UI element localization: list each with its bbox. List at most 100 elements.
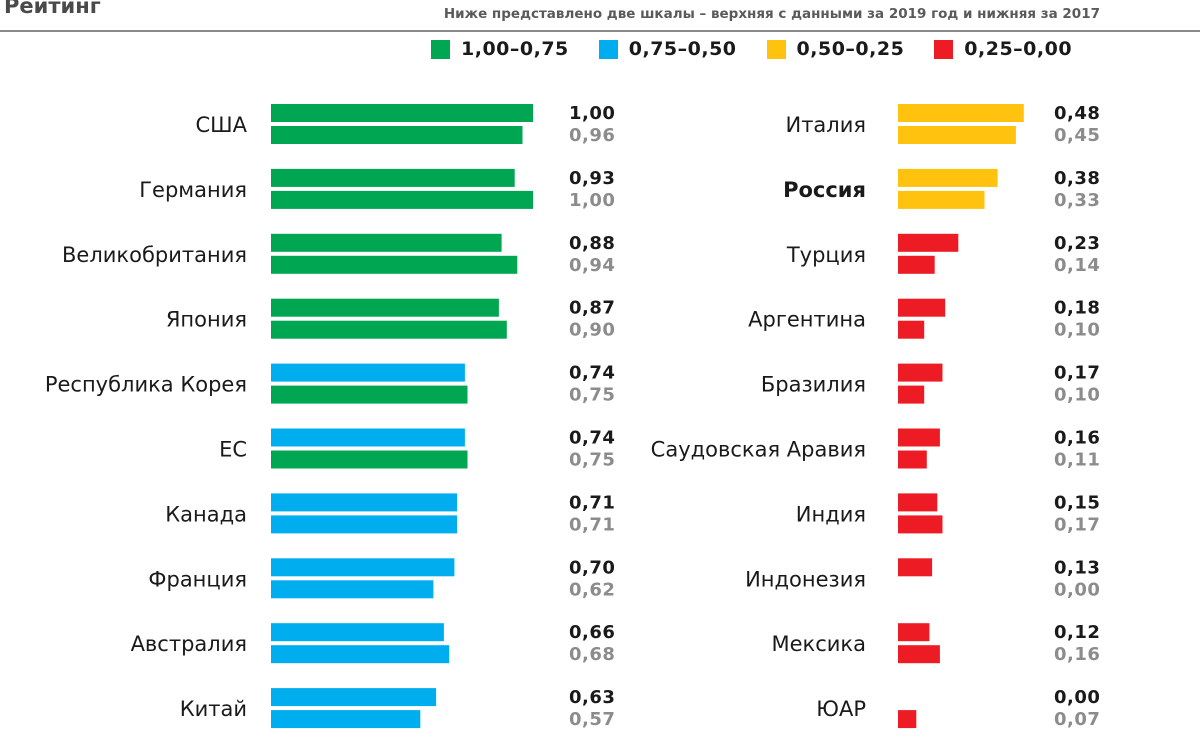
bar-2019 <box>898 168 998 187</box>
bar-2017 <box>898 450 927 469</box>
value-label-2017: 0,96 <box>569 125 615 146</box>
bar-2019 <box>271 428 465 447</box>
bar-2019 <box>898 558 933 577</box>
bar-2017 <box>898 190 985 209</box>
bar-2017 <box>898 320 925 339</box>
bar-2019 <box>271 104 533 122</box>
bar-2017 <box>271 255 518 274</box>
category-label: Япония <box>166 308 247 332</box>
value-label-2019: 0,15 <box>1054 492 1100 513</box>
legend-swatch <box>598 39 618 59</box>
legend-swatch <box>934 39 954 59</box>
bar-2017 <box>271 320 507 339</box>
value-label-2017: 0,57 <box>569 709 615 730</box>
bar-2017 <box>271 190 533 209</box>
bar-2019 <box>271 168 515 187</box>
value-label-2019: 0,13 <box>1054 557 1100 578</box>
bar-2017 <box>271 385 468 404</box>
bar-2017 <box>898 255 935 274</box>
bar-2017 <box>898 515 943 534</box>
bar-2017 <box>271 450 468 469</box>
category-label: Германия <box>139 178 247 202</box>
value-label-2019: 0,00 <box>1054 687 1100 708</box>
legend-item: 0,75–0,50 <box>598 38 737 60</box>
bar-2019 <box>271 688 437 707</box>
value-label-2019: 0,48 <box>1054 103 1100 124</box>
legend-label: 0,25–0,00 <box>964 38 1073 60</box>
value-label-2017: 0,10 <box>1054 320 1100 341</box>
legend-item: 0,25–0,00 <box>934 38 1072 60</box>
value-label-2019: 0,18 <box>1054 298 1100 319</box>
header-divider <box>0 30 1200 32</box>
legend: 1,00–0,75 0,75–0,50 0,50–0,25 0,25–0,00 <box>431 38 1072 60</box>
legend-swatch <box>431 39 450 59</box>
bar-2019 <box>898 363 943 382</box>
category-label: Турция <box>786 243 866 267</box>
chart-title: Рейтинг <box>4 0 101 18</box>
value-label-2017: 0,33 <box>1054 190 1100 211</box>
bar-2019 <box>271 558 455 577</box>
category-label: Китай <box>180 697 247 721</box>
legend-label: 0,75–0,50 <box>628 38 737 60</box>
value-label-2017: 0,75 <box>569 385 615 406</box>
bar-2017 <box>271 126 523 144</box>
category-label: Австралия <box>131 632 247 656</box>
bar-2019 <box>898 233 959 252</box>
legend-item: 1,00–0,75 <box>431 38 569 60</box>
category-label: Россия <box>783 178 866 202</box>
legend-label: 1,00–0,75 <box>461 38 569 60</box>
value-label-2019: 0,74 <box>569 363 615 384</box>
bar-2017 <box>898 385 925 404</box>
category-label: ЕС <box>219 438 247 462</box>
category-label: Италия <box>785 113 866 137</box>
category-label: Канада <box>165 502 247 526</box>
bar-2019 <box>898 428 940 447</box>
value-label-2017: 0,71 <box>569 514 615 535</box>
bar-2019 <box>271 363 465 382</box>
value-label-2019: 0,88 <box>569 233 615 254</box>
category-label: Мексика <box>772 632 866 656</box>
value-label-2019: 0,70 <box>569 557 615 578</box>
value-label-2019: 0,17 <box>1054 363 1100 384</box>
bar-2017 <box>898 126 1016 144</box>
bar-2019 <box>898 493 938 512</box>
legend-swatch <box>766 39 786 59</box>
chart-subtitle: Ниже представлено две шкалы – верхняя с … <box>443 6 1100 22</box>
value-label-2019: 0,71 <box>569 492 615 513</box>
value-label-2019: 0,63 <box>569 687 615 708</box>
value-label-2017: 0,94 <box>569 255 615 276</box>
bar-2017 <box>271 515 457 534</box>
value-label-2019: 0,12 <box>1054 622 1100 643</box>
legend-label: 0,50–0,25 <box>796 38 905 60</box>
bar-2017 <box>271 710 421 729</box>
value-label-2019: 0,87 <box>569 298 615 319</box>
bar-2019 <box>271 493 457 512</box>
category-label: Франция <box>148 567 247 591</box>
value-label-2019: 0,23 <box>1054 233 1100 254</box>
category-label: Аргентина <box>748 308 866 332</box>
category-label: США <box>196 113 248 137</box>
bar-2017 <box>898 645 940 664</box>
value-label-2019: 0,74 <box>569 428 615 449</box>
bar-2017 <box>271 580 434 599</box>
value-label-2017: 1,00 <box>569 190 615 211</box>
bar-2019 <box>898 104 1024 122</box>
value-label-2017: 0,00 <box>1054 579 1100 600</box>
category-label: ЮАР <box>816 697 866 721</box>
bar-2019 <box>271 623 444 642</box>
value-label-2019: 0,66 <box>569 622 615 643</box>
bar-2019 <box>898 623 930 642</box>
bar-2019 <box>898 298 946 317</box>
value-label-2017: 0,07 <box>1054 709 1100 730</box>
category-label: Саудовская Аравия <box>651 438 866 462</box>
value-label-2017: 0,10 <box>1054 385 1100 406</box>
category-label: Великобритания <box>62 243 247 267</box>
value-label-2017: 0,68 <box>569 644 615 665</box>
value-label-2019: 1,00 <box>569 103 615 124</box>
bar-2019 <box>271 298 499 317</box>
value-label-2017: 0,45 <box>1054 125 1100 146</box>
value-label-2019: 0,16 <box>1054 428 1100 449</box>
bar-2017 <box>898 710 917 729</box>
value-label-2017: 0,14 <box>1054 255 1100 276</box>
